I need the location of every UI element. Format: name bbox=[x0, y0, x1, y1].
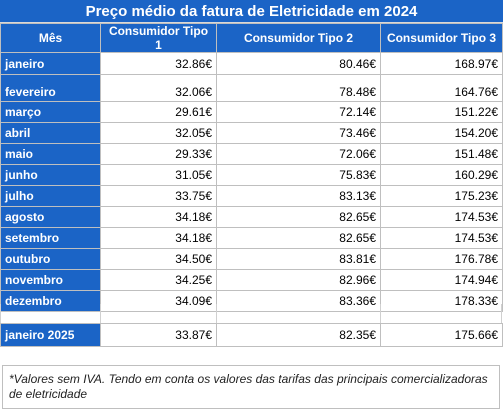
table-row: fevereiro 32.06€ 78.48€ 164.76€ bbox=[0, 74, 503, 102]
value-cell[interactable]: 31.05€ bbox=[100, 164, 217, 186]
value-cell[interactable]: 32.05€ bbox=[100, 122, 217, 144]
price-table: Mês Consumidor Tipo 1 Consumidor Tipo 2 … bbox=[0, 23, 503, 312]
value-cell[interactable]: 72.14€ bbox=[216, 101, 381, 123]
month-cell[interactable]: maio bbox=[0, 143, 101, 165]
value-cell[interactable]: 34.09€ bbox=[100, 290, 217, 312]
table-row: julho 33.75€ 83.13€ 175.23€ bbox=[0, 185, 503, 207]
table-title: Preço médio da fatura de Eletricidade em… bbox=[0, 0, 503, 23]
month-cell[interactable]: novembro bbox=[0, 269, 101, 291]
table-row: junho 31.05€ 75.83€ 160.29€ bbox=[0, 164, 503, 186]
month-cell[interactable]: abril bbox=[0, 122, 101, 144]
value-cell[interactable]: 34.18€ bbox=[100, 206, 217, 228]
header-consumer-type-3[interactable]: Consumidor Tipo 3 bbox=[380, 23, 503, 53]
value-cell[interactable]: 176.78€ bbox=[380, 248, 503, 270]
value-cell[interactable]: 34.25€ bbox=[100, 269, 217, 291]
next-year-table: janeiro 2025 33.87€ 82.35€ 175.66€ bbox=[0, 323, 503, 347]
month-cell[interactable]: junho bbox=[0, 164, 101, 186]
month-cell[interactable]: janeiro bbox=[0, 52, 101, 75]
month-cell[interactable]: outubro bbox=[0, 248, 101, 270]
footnote: *Valores sem IVA. Tendo em conta os valo… bbox=[2, 365, 500, 409]
value-cell[interactable]: 154.20€ bbox=[380, 122, 503, 144]
value-cell[interactable]: 168.97€ bbox=[380, 52, 503, 75]
value-cell[interactable]: 75.83€ bbox=[216, 164, 381, 186]
value-cell[interactable]: 82.35€ bbox=[216, 323, 381, 347]
value-cell[interactable]: 29.61€ bbox=[100, 101, 217, 123]
value-cell[interactable]: 83.13€ bbox=[216, 185, 381, 207]
value-cell[interactable]: 82.65€ bbox=[216, 206, 381, 228]
header-month[interactable]: Mês bbox=[0, 23, 101, 53]
table-header-row: Mês Consumidor Tipo 1 Consumidor Tipo 2 … bbox=[0, 23, 503, 53]
value-cell[interactable]: 151.48€ bbox=[380, 143, 503, 165]
month-cell[interactable]: janeiro 2025 bbox=[0, 323, 101, 347]
value-cell[interactable]: 72.06€ bbox=[216, 143, 381, 165]
value-cell[interactable]: 29.33€ bbox=[100, 143, 217, 165]
value-cell[interactable]: 73.46€ bbox=[216, 122, 381, 144]
value-cell[interactable]: 151.22€ bbox=[380, 101, 503, 123]
spacer bbox=[0, 346, 503, 365]
value-cell[interactable]: 34.50€ bbox=[100, 248, 217, 270]
month-cell[interactable]: fevereiro bbox=[0, 74, 101, 102]
value-cell[interactable]: 175.66€ bbox=[380, 323, 503, 347]
table-row: janeiro 2025 33.87€ 82.35€ 175.66€ bbox=[0, 323, 503, 347]
value-cell[interactable]: 80.46€ bbox=[216, 52, 381, 75]
value-cell[interactable]: 33.75€ bbox=[100, 185, 217, 207]
value-cell[interactable]: 164.76€ bbox=[380, 74, 503, 102]
value-cell[interactable]: 175.23€ bbox=[380, 185, 503, 207]
value-cell[interactable]: 160.29€ bbox=[380, 164, 503, 186]
header-consumer-type-2[interactable]: Consumidor Tipo 2 bbox=[216, 23, 381, 53]
month-cell[interactable]: agosto bbox=[0, 206, 101, 228]
month-cell[interactable]: março bbox=[0, 101, 101, 123]
empty-row bbox=[0, 304, 502, 323]
table-row: outubro 34.50€ 83.81€ 176.78€ bbox=[0, 248, 503, 270]
value-cell[interactable]: 82.96€ bbox=[216, 269, 381, 291]
value-cell[interactable]: 32.06€ bbox=[100, 74, 217, 102]
month-cell[interactable]: julho bbox=[0, 185, 101, 207]
table-row: janeiro 32.86€ 80.46€ 168.97€ bbox=[0, 52, 503, 75]
table-row: agosto 34.18€ 82.65€ 174.53€ bbox=[0, 206, 503, 228]
value-cell[interactable]: 174.53€ bbox=[380, 206, 503, 228]
table-row: dezembro 34.09€ 83.36€ 178.33€ bbox=[0, 290, 503, 312]
table-row: abril 32.05€ 73.46€ 154.20€ bbox=[0, 122, 503, 144]
value-cell[interactable]: 33.87€ bbox=[100, 323, 217, 347]
month-cell[interactable]: dezembro bbox=[0, 290, 101, 312]
value-cell[interactable]: 82.65€ bbox=[216, 227, 381, 249]
table-row: março 29.61€ 72.14€ 151.22€ bbox=[0, 101, 503, 123]
value-cell[interactable]: 78.48€ bbox=[216, 74, 381, 102]
value-cell[interactable]: 34.18€ bbox=[100, 227, 217, 249]
value-cell[interactable]: 83.36€ bbox=[216, 290, 381, 312]
value-cell[interactable]: 174.94€ bbox=[380, 269, 503, 291]
month-cell[interactable]: setembro bbox=[0, 227, 101, 249]
header-consumer-type-1[interactable]: Consumidor Tipo 1 bbox=[100, 23, 217, 53]
value-cell[interactable]: 32.86€ bbox=[100, 52, 217, 75]
table-row: setembro 34.18€ 82.65€ 174.53€ bbox=[0, 227, 503, 249]
value-cell[interactable]: 174.53€ bbox=[380, 227, 503, 249]
value-cell[interactable]: 178.33€ bbox=[380, 290, 503, 312]
table-row: novembro 34.25€ 82.96€ 174.94€ bbox=[0, 269, 503, 291]
table-row: maio 29.33€ 72.06€ 151.48€ bbox=[0, 143, 503, 165]
value-cell[interactable]: 83.81€ bbox=[216, 248, 381, 270]
